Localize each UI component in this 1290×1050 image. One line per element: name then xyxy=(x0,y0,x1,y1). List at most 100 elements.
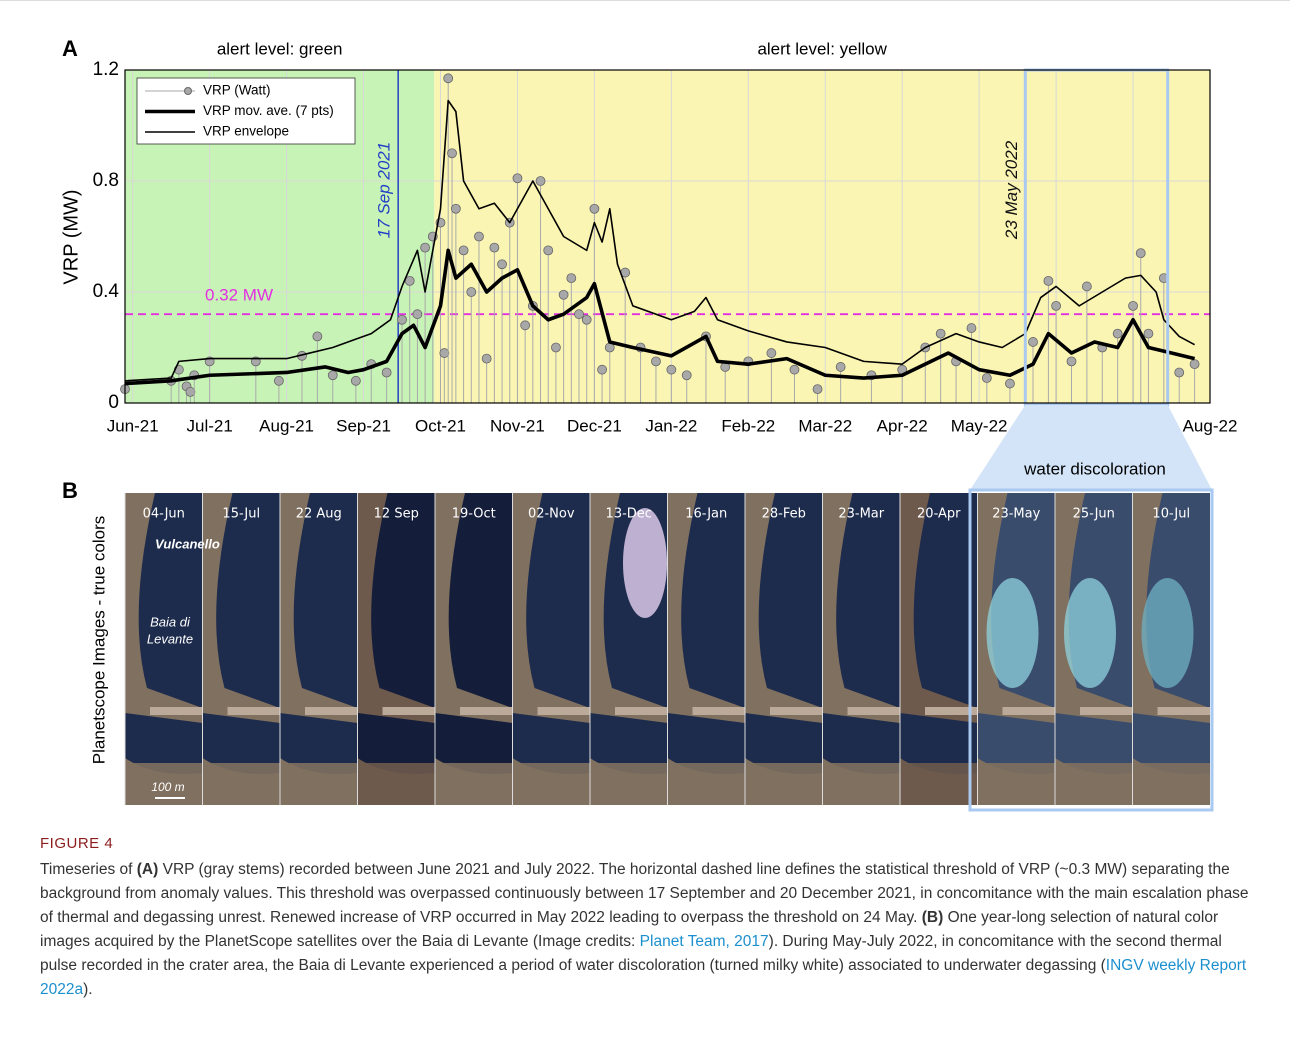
image-date: 23-May xyxy=(992,507,1040,522)
stem-marker xyxy=(1067,357,1076,366)
land-bottom xyxy=(435,763,513,805)
cloud xyxy=(623,508,667,618)
stem-marker xyxy=(590,204,599,213)
pier xyxy=(383,707,436,715)
stem-marker xyxy=(459,246,468,255)
y-tick-label: 0 xyxy=(108,392,119,413)
stem-marker xyxy=(467,288,476,297)
sea xyxy=(216,493,280,708)
place-label: Vulcanello xyxy=(155,536,220,551)
x-tick-label: Apr-22 xyxy=(877,416,928,435)
land-bottom xyxy=(203,763,281,805)
image-date: 19-Oct xyxy=(452,507,496,522)
stem-marker xyxy=(328,371,337,380)
stem-marker xyxy=(575,310,584,319)
stem-marker xyxy=(682,371,691,380)
stem-marker xyxy=(421,243,430,252)
satellite-image: 20-Apr xyxy=(900,493,978,805)
stem-marker xyxy=(1029,337,1038,346)
pier xyxy=(615,707,668,715)
sea xyxy=(526,493,590,708)
caption-span: ). xyxy=(83,981,92,998)
stem-marker xyxy=(582,315,591,324)
x-tick-label: Feb-22 xyxy=(721,416,775,435)
stem-marker xyxy=(1052,301,1061,310)
x-tick-label: Jun-21 xyxy=(107,416,159,435)
pier xyxy=(1158,707,1211,715)
pier xyxy=(1080,707,1133,715)
stem-marker xyxy=(351,376,360,385)
stem-marker xyxy=(936,329,945,338)
stem-marker xyxy=(398,315,407,324)
land-bottom xyxy=(978,763,1056,805)
x-tick-label: Aug-22 xyxy=(1183,416,1238,435)
stem-marker xyxy=(274,376,283,385)
stem-marker xyxy=(1190,360,1199,369)
x-tick-label: Nov-21 xyxy=(490,416,545,435)
stem-marker xyxy=(536,177,545,186)
satellite-image: 16-Jan xyxy=(668,493,746,805)
image-date: 28-Feb xyxy=(762,507,806,522)
satellite-image: 02-Nov xyxy=(513,493,591,805)
stem-marker xyxy=(982,374,991,383)
bay-label: Baia di xyxy=(150,614,191,629)
pier xyxy=(538,707,591,715)
pier xyxy=(305,707,358,715)
satellite-image: 12 Sep xyxy=(358,493,436,805)
sea xyxy=(139,493,203,708)
y-tick-label: 0.4 xyxy=(93,281,120,302)
x-tick-label: Jan-22 xyxy=(645,416,697,435)
x-tick-label: Dec-21 xyxy=(567,416,622,435)
satellite-image: 13-Dec xyxy=(590,493,668,805)
x-tick-label: May-22 xyxy=(951,416,1008,435)
pier xyxy=(460,707,513,715)
stem-marker xyxy=(1129,301,1138,310)
alert-label: alert level: yellow xyxy=(757,39,887,58)
stem-marker xyxy=(413,310,422,319)
image-date: 04-Jun xyxy=(143,507,185,522)
stem-marker xyxy=(1082,282,1091,291)
stem-marker xyxy=(498,260,507,269)
stem-marker xyxy=(836,362,845,371)
stem-marker xyxy=(444,74,453,83)
stem-marker xyxy=(1113,329,1122,338)
event-label: 17 Sep 2021 xyxy=(375,142,394,238)
alert-label: alert level: green xyxy=(217,39,343,58)
panel-label: B xyxy=(62,478,78,503)
sea xyxy=(371,493,435,708)
legend: VRP (Watt)VRP mov. ave. (7 pts)VRP envel… xyxy=(137,78,355,144)
discoloration xyxy=(987,578,1039,688)
page: alert level: green alert level: yellow Jun… xyxy=(0,0,1290,1050)
stem-marker xyxy=(790,365,799,374)
land-bottom xyxy=(823,763,901,805)
land-bottom xyxy=(590,763,668,805)
stem-marker xyxy=(1175,368,1184,377)
image-date: 22 Aug xyxy=(296,507,342,522)
sea xyxy=(294,493,358,708)
legend-label: VRP envelope xyxy=(203,124,289,139)
stem-marker xyxy=(451,204,460,213)
caption-text: Timeseries of (A) VRP (gray stems) recor… xyxy=(40,858,1255,1002)
stem-marker xyxy=(551,343,560,352)
sea xyxy=(449,493,513,708)
stem-marker xyxy=(1005,379,1014,388)
caption-link[interactable]: Planet Team, 2017 xyxy=(640,933,769,950)
stem-marker xyxy=(448,149,457,158)
y-tick-label: 0.8 xyxy=(93,170,119,191)
image-date: 02-Nov xyxy=(528,507,575,522)
stem-marker xyxy=(967,324,976,333)
scale-label: 100 m xyxy=(151,780,184,794)
discoloration xyxy=(1064,578,1116,688)
caption: FIGURE 4 Timeseries of (A) VRP (gray ste… xyxy=(40,832,1255,1002)
caption-label: FIGURE 4 xyxy=(40,832,1255,856)
strip-ylabel: Planetscope Images - true colors xyxy=(89,516,108,765)
satellite-image: 22 Aug xyxy=(280,493,358,805)
stem-marker xyxy=(1136,249,1145,258)
pier xyxy=(228,707,281,715)
sea xyxy=(836,493,900,708)
image-date: 20-Apr xyxy=(917,507,961,522)
stem-marker xyxy=(313,332,322,341)
bay-label: Levante xyxy=(147,631,193,646)
y-tick-label: 1.2 xyxy=(93,59,119,80)
discoloration xyxy=(1142,578,1194,688)
